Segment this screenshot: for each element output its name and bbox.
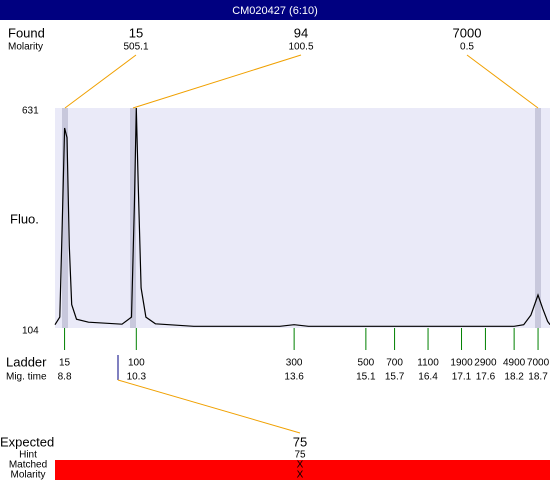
ladder-size: 100	[128, 358, 145, 369]
y-tick-label: 631	[22, 106, 39, 117]
title-bar	[0, 0, 550, 20]
found-size: 94	[294, 25, 308, 40]
expected-row-label: Molarity	[10, 470, 45, 480]
expected-value: 75	[293, 434, 307, 449]
found-molarity: 0.5	[460, 42, 474, 53]
peak-connector	[132, 54, 302, 109]
expected-row-value: X	[297, 470, 304, 480]
expected-row-value: 75	[294, 450, 306, 461]
ladder-size: 1100	[417, 358, 439, 369]
ladder-time: 18.7	[528, 372, 548, 383]
peak-band	[535, 108, 541, 328]
ladder-time: 18.2	[504, 372, 524, 383]
ladder-time: 13.6	[284, 372, 304, 383]
mig-time-label: Mig. time	[6, 372, 47, 383]
matched-bar	[55, 460, 550, 480]
ladder-size: 500	[358, 358, 375, 369]
connector	[117, 379, 301, 434]
ladder-size: 7000	[527, 358, 550, 369]
ladder-time: 15.7	[385, 372, 405, 383]
peak-band	[130, 108, 136, 328]
expected-row-label: Hint	[19, 450, 37, 461]
trace	[54, 107, 550, 327]
ladder-time: 17.1	[452, 372, 472, 383]
ladder-size: 700	[386, 358, 403, 369]
molarity-label: Molarity	[8, 42, 43, 53]
ladder-size: 2900	[474, 358, 497, 369]
expected-row-value: X	[297, 460, 304, 471]
ladder-size: 300	[286, 358, 303, 369]
ladder-time: 8.8	[58, 372, 72, 383]
expected-label: Expected	[0, 434, 54, 449]
found-size: 7000	[453, 25, 482, 40]
found-label: Found	[8, 25, 45, 40]
found-size: 15	[129, 25, 143, 40]
ladder-label: Ladder	[6, 354, 47, 369]
expected-row-label: Matched	[9, 460, 47, 471]
found-molarity: 505.1	[123, 42, 148, 53]
ladder-size: 15	[59, 358, 71, 369]
peak-connector	[64, 54, 137, 109]
ladder-time: 15.1	[356, 372, 376, 383]
title: CM020427 (6:10)	[232, 5, 318, 17]
ladder-time: 16.4	[418, 372, 438, 383]
plot-area	[55, 108, 550, 328]
ladder-size: 1900	[450, 358, 473, 369]
ladder-size: 4900	[503, 358, 526, 369]
ladder-time: 10.3	[127, 372, 147, 383]
peak-connector	[466, 54, 539, 109]
y-tick-label: 104	[22, 326, 39, 337]
ladder-time: 17.6	[476, 372, 496, 383]
found-molarity: 100.5	[288, 42, 313, 53]
peak-band	[62, 108, 68, 328]
y-axis-label: Fluo.	[10, 211, 39, 226]
